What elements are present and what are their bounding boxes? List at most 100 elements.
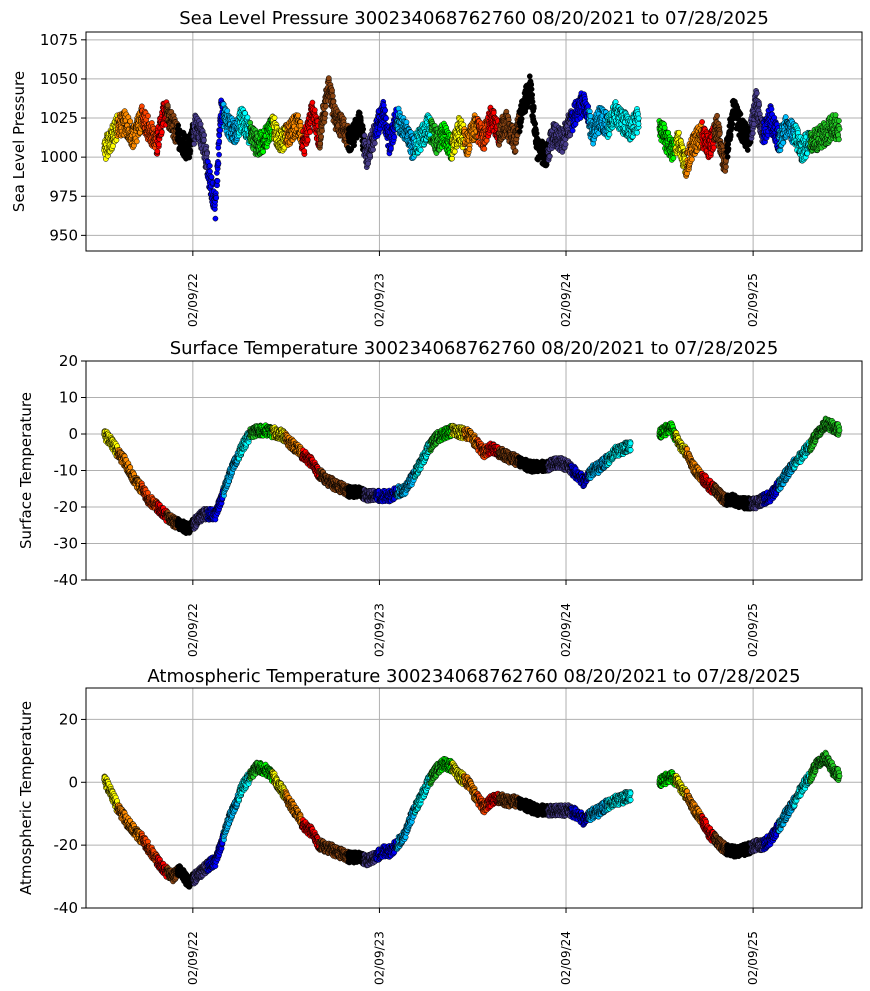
data-point [212, 215, 219, 222]
data-point [207, 162, 213, 169]
data-point [318, 133, 325, 140]
data-point [325, 75, 332, 81]
data-point [529, 92, 536, 98]
data-point [244, 114, 251, 121]
data-point [309, 99, 316, 106]
data-point [215, 144, 222, 151]
data-point [729, 121, 736, 127]
data-point [127, 464, 134, 471]
data-point [699, 119, 705, 125]
data-point [635, 121, 642, 127]
data-point [382, 107, 389, 114]
data-point [224, 108, 231, 114]
data-point [756, 101, 762, 108]
data-point [532, 120, 539, 127]
data-point [528, 81, 534, 87]
data-point [323, 103, 329, 110]
data-point [737, 111, 744, 117]
data-point [208, 174, 215, 180]
data-point [836, 136, 842, 143]
data-point [156, 141, 162, 148]
data-point [531, 105, 537, 112]
data-point [466, 146, 473, 152]
data-point [529, 98, 536, 105]
data-point [216, 132, 223, 139]
data-point [358, 117, 364, 124]
data-point [753, 90, 760, 97]
x-tick-label: 02/09/22 [186, 273, 200, 327]
data-point [197, 121, 204, 127]
data-point [213, 195, 220, 201]
data-point [260, 148, 267, 155]
data-point [518, 115, 525, 122]
data-point [145, 113, 151, 119]
data-point [164, 102, 171, 109]
data-point [832, 112, 839, 118]
data-point [782, 114, 789, 120]
data-point [661, 124, 668, 131]
data-point [216, 138, 223, 145]
data-point [528, 86, 535, 93]
data-point [311, 107, 318, 113]
data-point [391, 134, 398, 140]
data-point [587, 113, 594, 120]
data-point [569, 127, 576, 134]
chart-title: Sea Level Pressure 300234068762760 08/20… [179, 8, 769, 29]
data-point [307, 129, 313, 135]
data-point [526, 73, 533, 80]
data-point [481, 146, 488, 152]
data-point [365, 160, 371, 167]
data-point [689, 156, 695, 163]
data-point [490, 109, 497, 116]
data-point [204, 150, 210, 157]
data-point [216, 151, 222, 158]
x-tick-label: 02/09/24 [559, 273, 573, 327]
y-tick-label: 950 [49, 226, 78, 244]
data-point [380, 102, 387, 109]
data-point [145, 490, 151, 496]
y-axis-label: Sea Level Pressure [10, 71, 28, 212]
data-point [187, 148, 194, 154]
data-point [724, 154, 731, 160]
data-point [670, 155, 677, 161]
y-tick-label: 975 [49, 187, 78, 205]
y-tick-label: 1075 [40, 31, 78, 49]
data-point [360, 126, 367, 132]
data-point [127, 118, 134, 125]
data-point [133, 138, 140, 145]
data-point [361, 132, 368, 139]
data-point [301, 148, 308, 154]
data-point [749, 130, 756, 137]
data-point [383, 115, 389, 122]
data-point [516, 128, 523, 135]
data-point [451, 148, 458, 155]
data-point [634, 129, 640, 136]
data-point [175, 122, 182, 129]
data-point [329, 93, 336, 99]
data-point [449, 155, 455, 162]
data-point [329, 87, 335, 94]
data-point [295, 112, 301, 119]
data-point [214, 178, 221, 184]
data-point [546, 153, 553, 160]
x-tick-label: 02/09/23 [372, 273, 386, 327]
data-point [512, 148, 519, 154]
data-point [768, 106, 775, 113]
data-point [417, 147, 424, 153]
data-point [676, 129, 682, 136]
data-point [322, 110, 329, 117]
y-tick-label: 1050 [40, 70, 78, 88]
data-point [562, 141, 569, 148]
data-point [403, 119, 410, 126]
data-point [388, 145, 394, 152]
data-point [319, 127, 325, 134]
data-point [744, 147, 751, 153]
data-point [836, 126, 843, 132]
data-point [217, 127, 224, 134]
data-point [367, 152, 373, 159]
data-point [304, 136, 311, 143]
data-point [836, 117, 842, 124]
data-point [723, 163, 729, 170]
